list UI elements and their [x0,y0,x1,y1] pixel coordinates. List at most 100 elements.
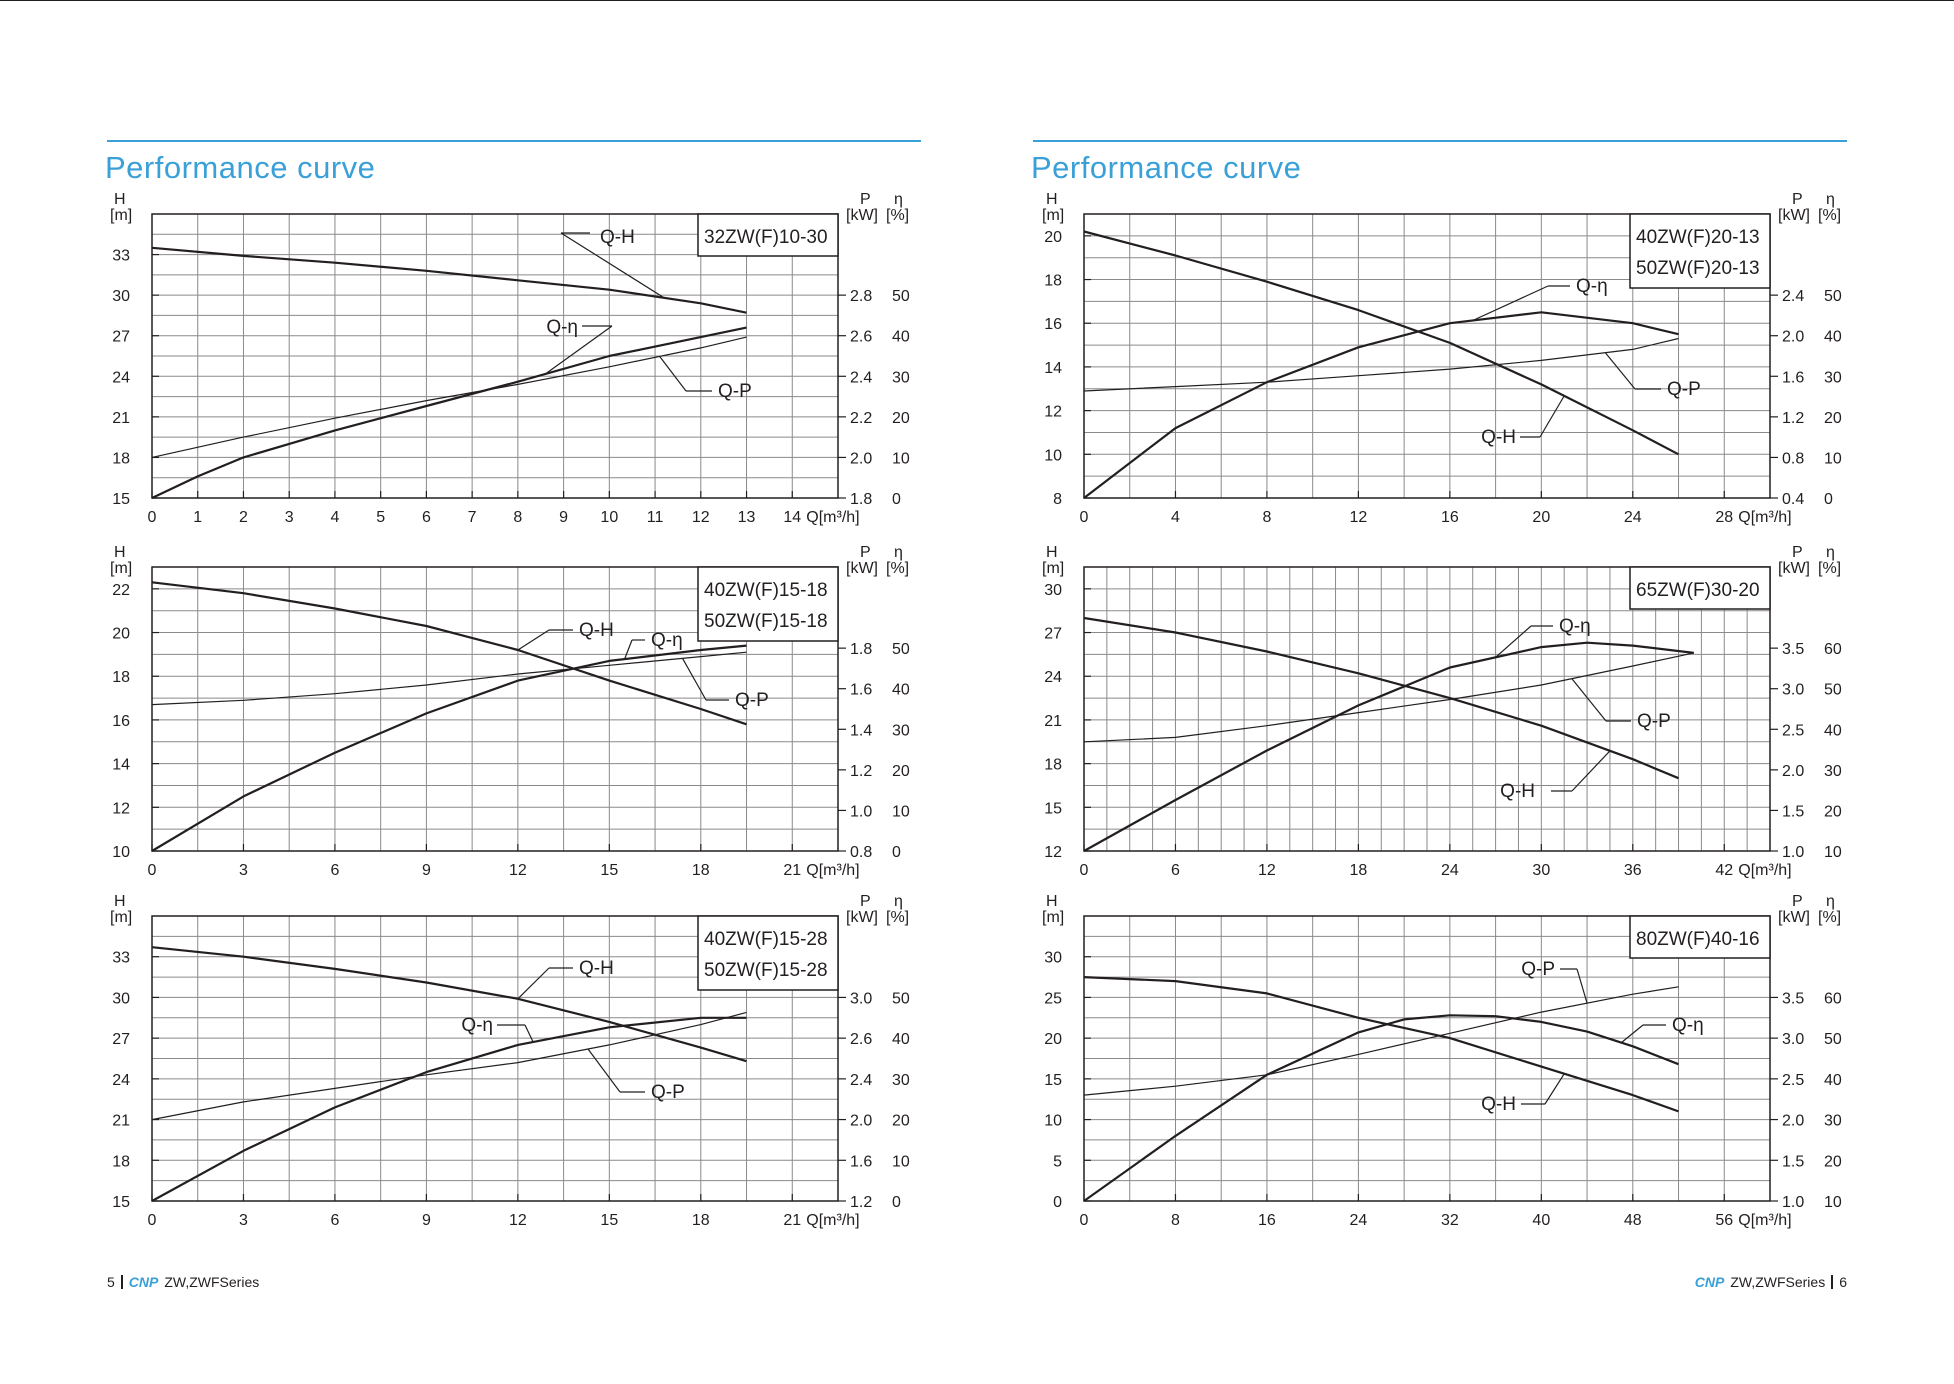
x-tick-label: 6 [330,1212,339,1229]
curve-q-h [1083,976,1679,1113]
x-axis-label: Q[m³/h] [806,509,859,526]
chart-2: 0 3 6 9 12 15 18 21 Q[m³/h] 10 12 14 16 18 20 22 H[m] 0.8… [110,544,910,879]
x-tick-label: 0 [1080,862,1089,879]
p-axis-unit: [kW] [846,909,878,926]
p-axis-unit: [kW] [1778,909,1810,926]
h-tick-label: 27 [112,329,130,346]
x-tick-label: 10 [600,509,618,526]
p-tick-label: 2.0 [850,1113,872,1130]
eta-tick-label: 0 [892,491,901,508]
h-axis-unit: [m] [1042,909,1064,926]
eta-axis-unit: [%] [886,560,909,577]
chart-4: 0 4 8 12 16 20 24 28 Q[m³/h] 8 10 12 14 16 18 20 H[m] 0.4… [1042,191,1842,526]
p-tick-label: 0.8 [850,844,872,861]
eta-tick-label: 20 [892,410,910,427]
callout-leader [560,232,665,299]
series-name-right: ZW,ZWFSeries [1730,1274,1826,1290]
curve-q-p [1083,652,1694,743]
x-tick-label: 12 [509,1212,527,1229]
h-axis-label: H [1046,893,1058,910]
h-tick-label: 30 [112,288,130,305]
model-label: 40ZW(F)20-13 [1636,227,1760,248]
page-number-left: 5 [107,1274,115,1290]
h-tick-label: 24 [1044,669,1062,686]
p-tick-label: 3.5 [1782,641,1804,658]
x-tick-label: 15 [600,1212,618,1229]
curve-q-eta [1083,1014,1679,1202]
eta-tick-label: 20 [892,763,910,780]
p-tick-label: 2.5 [1782,722,1804,739]
x-tick-label: 12 [692,509,710,526]
p-tick-label: 1.8 [850,641,872,658]
eta-tick-label: 20 [1824,1153,1842,1170]
eta-tick-label: 20 [1824,410,1842,427]
h-tick-label: 30 [1044,582,1062,599]
h-tick-label: 8 [1053,491,1062,508]
x-tick-label: 24 [1350,1212,1368,1229]
x-tick-label: 40 [1532,1212,1550,1229]
p-tick-label: 2.5 [1782,1072,1804,1089]
p-tick-label: 1.0 [1782,844,1804,861]
h-axis-unit: [m] [110,909,132,926]
eta-tick-label: 40 [892,329,910,346]
callout-label: Q-η [1576,276,1608,297]
callout-label: Q-P [1637,711,1671,732]
model-label: 40ZW(F)15-18 [704,580,828,601]
model-label: 40ZW(F)15-28 [704,929,828,950]
x-tick-label: 12 [1258,862,1276,879]
top-rule [0,0,1954,1]
callout-label: Q-P [735,690,769,711]
h-tick-label: 15 [1044,800,1062,817]
callout-leader [587,1048,621,1093]
p-tick-label: 1.8 [850,491,872,508]
x-tick-label: 3 [239,1212,248,1229]
eta-tick-label: 40 [892,1031,910,1048]
p-tick-label: 3.0 [1782,1031,1804,1048]
eta-tick-label: 10 [1824,450,1842,467]
p-tick-label: 3.0 [850,990,872,1007]
h-tick-label: 10 [112,844,130,861]
footer-left: 5 CNP ZW,ZWFSeries [107,1274,259,1290]
p-tick-label: 2.2 [850,410,872,427]
callout-label: Q-H [1500,781,1535,802]
eta-tick-label: 30 [1824,763,1842,780]
x-tick-label: 0 [148,509,157,526]
x-tick-label: 2 [239,509,248,526]
curve-q-h [151,246,747,314]
plot-frame [151,566,839,852]
callout-leader [1472,285,1549,322]
h-tick-label: 20 [112,626,130,643]
h-tick-label: 16 [1044,316,1062,333]
p-axis-unit: [kW] [846,207,878,224]
callout-leader [1571,750,1611,792]
left-heading-rule [107,140,921,142]
curve-q-p [151,651,747,706]
h-tick-label: 21 [112,1113,130,1130]
model-label: 50ZW(F)15-28 [704,960,828,981]
eta-tick-label: 30 [892,1072,910,1089]
h-axis-label: H [114,893,126,910]
eta-axis-unit: [%] [886,207,909,224]
h-axis-unit: [m] [1042,560,1064,577]
h-tick-label: 30 [112,990,130,1007]
footer-divider-right [1831,1275,1834,1289]
eta-tick-label: 40 [1824,329,1842,346]
p-tick-label: 2.0 [1782,329,1804,346]
h-tick-label: 15 [112,1194,130,1211]
curve-q-p [1083,986,1679,1096]
series-name-left: ZW,ZWFSeries [164,1274,260,1290]
curve-q-h [151,946,747,1063]
h-tick-label: 33 [112,950,130,967]
x-tick-label: 15 [600,862,618,879]
x-tick-label: 8 [513,509,522,526]
x-tick-label: 20 [1532,509,1550,526]
model-label: 50ZW(F)15-18 [704,611,828,632]
x-tick-label: 18 [692,1212,710,1229]
eta-axis-unit: [%] [1818,207,1841,224]
x-tick-label: 18 [1350,862,1368,879]
h-tick-label: 27 [112,1031,130,1048]
eta-tick-label: 60 [1824,990,1842,1007]
callout-label: Q-H [579,620,614,641]
eta-axis-label: η [894,191,903,208]
callout-label: Q-H [1481,1094,1516,1115]
